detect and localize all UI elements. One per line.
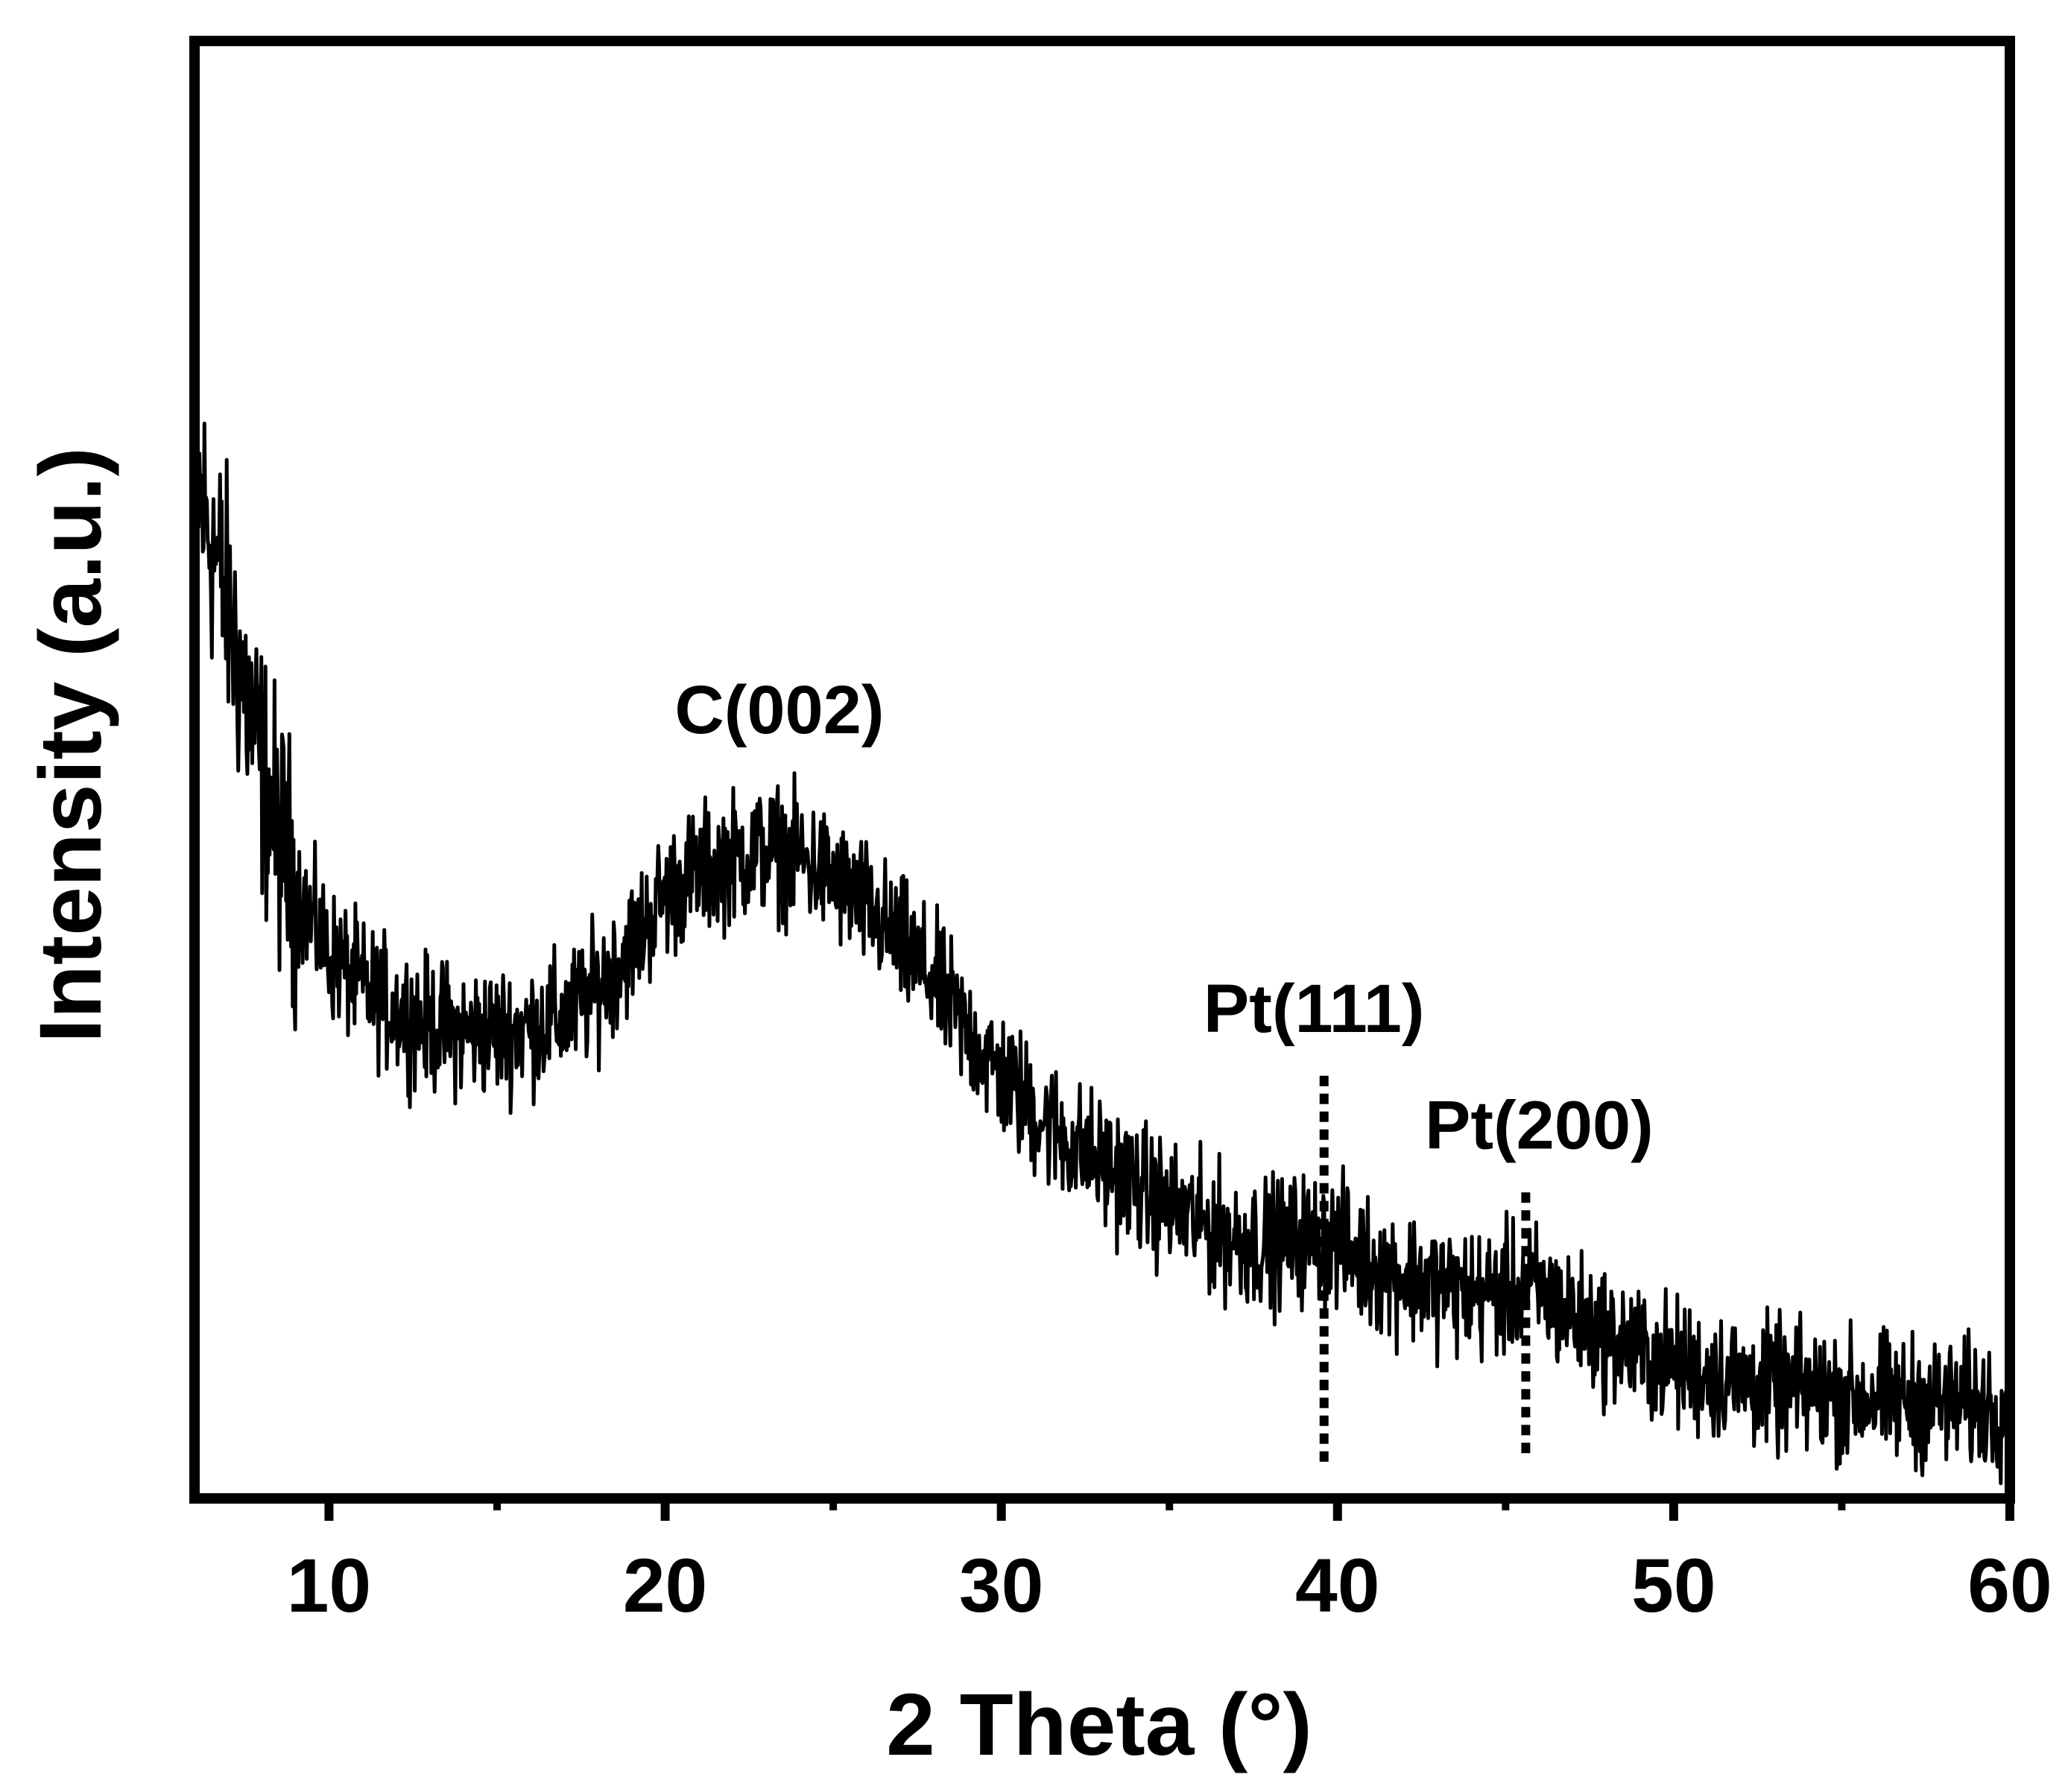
plot-area (189, 36, 2015, 1504)
x-tick-label-2: 30 (959, 1543, 1043, 1628)
x-tick-label-1: 20 (623, 1543, 707, 1628)
peak-annotations: C(002) Pt(111)Pt(200) (674, 672, 1654, 1163)
x-tick-label-4: 50 (1631, 1543, 1715, 1628)
x-tick-label-5: 60 (1967, 1543, 2052, 1628)
x-tick-label-3: 40 (1295, 1543, 1379, 1628)
annotation-pt-200: Pt(200) (1425, 1088, 1654, 1164)
annotation-c-002: C(002) (674, 672, 884, 748)
plot-frame (189, 36, 2015, 1504)
x-axis-tick-labels: 10 20 30 40 50 60 (287, 1543, 2052, 1628)
x-axis-ticks (324, 1498, 2014, 1521)
y-axis-title: Intensity (a.u.) (22, 447, 120, 1043)
data-series-line-0 (195, 370, 2010, 1486)
x-axis-title: 2 Theta (°) (886, 1676, 1312, 1774)
x-tick-label-0: 10 (287, 1543, 371, 1628)
annotation-pt-111: Pt(111) (1204, 971, 1425, 1047)
